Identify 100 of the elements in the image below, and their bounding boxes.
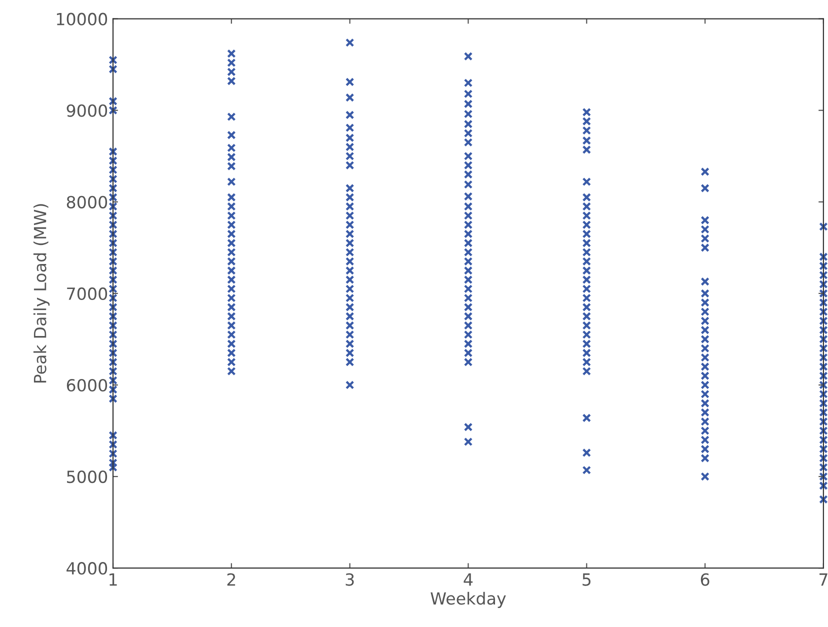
point — [464, 348, 473, 358]
point — [582, 339, 592, 348]
point — [700, 298, 710, 307]
point — [582, 257, 592, 266]
x-tick-label: 7 — [820, 573, 828, 586]
point — [227, 144, 236, 152]
point — [700, 362, 710, 372]
point — [108, 321, 118, 330]
point — [700, 243, 710, 252]
x-tick-label: 3 — [346, 573, 354, 586]
point — [464, 312, 473, 321]
point — [582, 321, 592, 330]
point — [345, 123, 354, 132]
point — [700, 417, 710, 426]
point — [700, 380, 710, 390]
point — [227, 339, 236, 348]
point — [464, 138, 473, 147]
point — [700, 390, 710, 398]
point — [819, 222, 828, 231]
point — [700, 344, 710, 353]
point — [819, 307, 828, 316]
point — [345, 110, 354, 120]
point — [700, 277, 710, 286]
point — [227, 49, 236, 58]
x-tick-label: 2 — [227, 573, 236, 586]
point — [108, 165, 118, 174]
y-tick-label: 7000 — [67, 287, 108, 300]
point — [464, 275, 473, 284]
point — [108, 248, 118, 257]
point — [108, 184, 118, 193]
point — [700, 289, 710, 298]
point — [108, 192, 118, 202]
point — [464, 284, 473, 294]
point — [345, 184, 354, 193]
point — [108, 202, 118, 211]
y-tick-label: 5000 — [67, 470, 108, 484]
point — [345, 302, 354, 312]
point — [464, 192, 473, 201]
point — [108, 266, 118, 275]
point — [345, 160, 354, 170]
point — [819, 495, 828, 504]
point — [227, 330, 236, 339]
point — [108, 211, 118, 220]
point — [108, 64, 118, 74]
point — [464, 220, 473, 230]
point — [819, 316, 828, 326]
point — [108, 220, 118, 230]
point — [464, 110, 473, 118]
point — [582, 414, 592, 422]
point — [582, 220, 592, 230]
y-tick-label: 10000 — [56, 12, 108, 26]
point — [345, 266, 354, 275]
point — [582, 202, 592, 211]
point — [700, 371, 710, 380]
point — [108, 257, 118, 266]
point — [464, 294, 473, 302]
point — [108, 385, 118, 394]
point — [227, 192, 236, 202]
point — [227, 348, 236, 358]
point — [345, 192, 354, 202]
point — [464, 248, 473, 257]
point — [108, 106, 118, 115]
point — [464, 180, 473, 189]
point — [819, 280, 828, 289]
point — [345, 78, 354, 86]
point — [464, 358, 473, 366]
point — [227, 76, 236, 86]
point — [464, 90, 473, 98]
point — [345, 330, 354, 339]
point — [819, 463, 828, 472]
point — [819, 472, 828, 481]
x-tick-label: 1 — [110, 573, 117, 586]
point — [582, 145, 592, 154]
point — [345, 312, 354, 321]
point — [819, 454, 828, 463]
point — [819, 344, 828, 353]
point — [582, 448, 592, 458]
point — [700, 334, 710, 344]
point — [108, 339, 118, 348]
point — [108, 430, 118, 440]
point — [227, 220, 236, 230]
point — [345, 93, 354, 102]
point — [700, 316, 710, 326]
point — [227, 294, 236, 302]
point — [582, 358, 592, 366]
point — [345, 348, 354, 358]
point — [227, 112, 236, 122]
point — [700, 472, 710, 481]
point — [700, 353, 710, 362]
point — [700, 224, 710, 234]
point — [582, 330, 592, 339]
point — [227, 238, 236, 248]
x-tick-label: 6 — [700, 573, 710, 586]
point — [819, 398, 828, 408]
point — [819, 417, 828, 426]
point — [582, 238, 592, 248]
point — [819, 481, 828, 490]
point — [700, 167, 710, 176]
point — [582, 312, 592, 321]
point — [227, 266, 236, 275]
